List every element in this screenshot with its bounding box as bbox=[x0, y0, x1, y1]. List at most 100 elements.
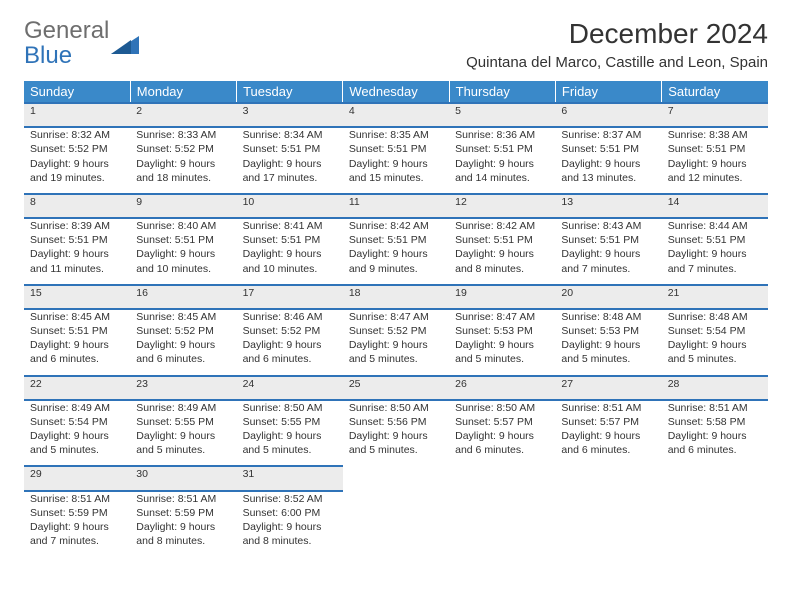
day-cell: Sunrise: 8:50 AMSunset: 5:55 PMDaylight:… bbox=[237, 400, 343, 467]
sunset-line: Sunset: 5:57 PM bbox=[455, 415, 549, 429]
daylight-line: Daylight: 9 hours and 19 minutes. bbox=[30, 157, 124, 185]
sunset-line: Sunset: 5:51 PM bbox=[243, 233, 337, 247]
day-number: 30 bbox=[130, 466, 236, 490]
day-number: 31 bbox=[237, 466, 343, 490]
day-number: 15 bbox=[24, 285, 130, 309]
day-number: 5 bbox=[449, 103, 555, 127]
sunset-line: Sunset: 5:51 PM bbox=[668, 142, 762, 156]
day-number: 20 bbox=[555, 285, 661, 309]
daylight-line: Daylight: 9 hours and 6 minutes. bbox=[243, 338, 337, 366]
daylight-line: Daylight: 9 hours and 5 minutes. bbox=[455, 338, 549, 366]
daylight-line: Daylight: 9 hours and 6 minutes. bbox=[668, 429, 762, 457]
daylight-line: Daylight: 9 hours and 15 minutes. bbox=[349, 157, 443, 185]
sunrise-line: Sunrise: 8:51 AM bbox=[30, 492, 124, 506]
sunset-line: Sunset: 5:59 PM bbox=[136, 506, 230, 520]
day-data-row: Sunrise: 8:45 AMSunset: 5:51 PMDaylight:… bbox=[24, 309, 768, 376]
daylight-line: Daylight: 9 hours and 7 minutes. bbox=[561, 247, 655, 275]
sunset-line: Sunset: 5:52 PM bbox=[136, 324, 230, 338]
daylight-line: Daylight: 9 hours and 6 minutes. bbox=[30, 338, 124, 366]
daylight-line: Daylight: 9 hours and 5 minutes. bbox=[349, 429, 443, 457]
day-number: 25 bbox=[343, 376, 449, 400]
day-cell: Sunrise: 8:49 AMSunset: 5:55 PMDaylight:… bbox=[130, 400, 236, 467]
daylight-line: Daylight: 9 hours and 14 minutes. bbox=[455, 157, 549, 185]
daylight-line: Daylight: 9 hours and 5 minutes. bbox=[561, 338, 655, 366]
day-data-row: Sunrise: 8:51 AMSunset: 5:59 PMDaylight:… bbox=[24, 491, 768, 557]
daylight-line: Daylight: 9 hours and 6 minutes. bbox=[455, 429, 549, 457]
sunrise-line: Sunrise: 8:50 AM bbox=[243, 401, 337, 415]
weekday-header: Thursday bbox=[449, 81, 555, 103]
daylight-line: Daylight: 9 hours and 5 minutes. bbox=[136, 429, 230, 457]
weekday-header: Sunday bbox=[24, 81, 130, 103]
sunrise-line: Sunrise: 8:52 AM bbox=[243, 492, 337, 506]
sunset-line: Sunset: 6:00 PM bbox=[243, 506, 337, 520]
day-number: 2 bbox=[130, 103, 236, 127]
page-subtitle: Quintana del Marco, Castille and Leon, S… bbox=[466, 54, 768, 71]
sunrise-line: Sunrise: 8:48 AM bbox=[668, 310, 762, 324]
day-number: 10 bbox=[237, 194, 343, 218]
day-cell: Sunrise: 8:43 AMSunset: 5:51 PMDaylight:… bbox=[555, 218, 661, 285]
sunset-line: Sunset: 5:57 PM bbox=[561, 415, 655, 429]
day-cell: Sunrise: 8:47 AMSunset: 5:52 PMDaylight:… bbox=[343, 309, 449, 376]
sunrise-line: Sunrise: 8:51 AM bbox=[668, 401, 762, 415]
day-cell: Sunrise: 8:37 AMSunset: 5:51 PMDaylight:… bbox=[555, 127, 661, 194]
day-cell: Sunrise: 8:32 AMSunset: 5:52 PMDaylight:… bbox=[24, 127, 130, 194]
sunrise-line: Sunrise: 8:33 AM bbox=[136, 128, 230, 142]
day-data-row: Sunrise: 8:32 AMSunset: 5:52 PMDaylight:… bbox=[24, 127, 768, 194]
empty-cell bbox=[449, 466, 555, 490]
sunset-line: Sunset: 5:51 PM bbox=[561, 142, 655, 156]
daylight-line: Daylight: 9 hours and 8 minutes. bbox=[136, 520, 230, 548]
day-number: 18 bbox=[343, 285, 449, 309]
sunset-line: Sunset: 5:51 PM bbox=[243, 142, 337, 156]
empty-cell bbox=[662, 491, 768, 557]
sunrise-line: Sunrise: 8:51 AM bbox=[136, 492, 230, 506]
day-number-row: 891011121314 bbox=[24, 194, 768, 218]
daylight-line: Daylight: 9 hours and 11 minutes. bbox=[30, 247, 124, 275]
weekday-header: Friday bbox=[555, 81, 661, 103]
day-number: 7 bbox=[662, 103, 768, 127]
sunset-line: Sunset: 5:52 PM bbox=[243, 324, 337, 338]
sunrise-line: Sunrise: 8:46 AM bbox=[243, 310, 337, 324]
sunset-line: Sunset: 5:55 PM bbox=[243, 415, 337, 429]
weekday-header: Monday bbox=[130, 81, 236, 103]
daylight-line: Daylight: 9 hours and 13 minutes. bbox=[561, 157, 655, 185]
sunrise-line: Sunrise: 8:47 AM bbox=[349, 310, 443, 324]
sunset-line: Sunset: 5:51 PM bbox=[455, 233, 549, 247]
sunrise-line: Sunrise: 8:38 AM bbox=[668, 128, 762, 142]
day-number: 9 bbox=[130, 194, 236, 218]
day-number: 11 bbox=[343, 194, 449, 218]
day-cell: Sunrise: 8:38 AMSunset: 5:51 PMDaylight:… bbox=[662, 127, 768, 194]
day-number-row: 15161718192021 bbox=[24, 285, 768, 309]
day-number-row: 293031 bbox=[24, 466, 768, 490]
daylight-line: Daylight: 9 hours and 7 minutes. bbox=[30, 520, 124, 548]
sunset-line: Sunset: 5:51 PM bbox=[668, 233, 762, 247]
empty-cell bbox=[449, 491, 555, 557]
sunrise-line: Sunrise: 8:45 AM bbox=[136, 310, 230, 324]
day-cell: Sunrise: 8:42 AMSunset: 5:51 PMDaylight:… bbox=[343, 218, 449, 285]
logo-text-2: Blue bbox=[24, 42, 72, 69]
sunrise-line: Sunrise: 8:51 AM bbox=[561, 401, 655, 415]
daylight-line: Daylight: 9 hours and 10 minutes. bbox=[243, 247, 337, 275]
daylight-line: Daylight: 9 hours and 7 minutes. bbox=[668, 247, 762, 275]
weekday-header: Tuesday bbox=[237, 81, 343, 103]
day-number-row: 1234567 bbox=[24, 103, 768, 127]
weekday-header-row: SundayMondayTuesdayWednesdayThursdayFrid… bbox=[24, 81, 768, 103]
day-number-row: 22232425262728 bbox=[24, 376, 768, 400]
day-number: 12 bbox=[449, 194, 555, 218]
day-cell: Sunrise: 8:51 AMSunset: 5:57 PMDaylight:… bbox=[555, 400, 661, 467]
day-number: 13 bbox=[555, 194, 661, 218]
sunset-line: Sunset: 5:51 PM bbox=[561, 233, 655, 247]
sunset-line: Sunset: 5:52 PM bbox=[349, 324, 443, 338]
logo: General Blue bbox=[24, 18, 139, 68]
sunset-line: Sunset: 5:53 PM bbox=[455, 324, 549, 338]
day-cell: Sunrise: 8:46 AMSunset: 5:52 PMDaylight:… bbox=[237, 309, 343, 376]
title-block: December 2024 Quintana del Marco, Castil… bbox=[466, 18, 768, 71]
sunset-line: Sunset: 5:59 PM bbox=[30, 506, 124, 520]
daylight-line: Daylight: 9 hours and 10 minutes. bbox=[136, 247, 230, 275]
day-number: 6 bbox=[555, 103, 661, 127]
sunset-line: Sunset: 5:52 PM bbox=[30, 142, 124, 156]
logo-text-1: General bbox=[24, 17, 109, 44]
sunset-line: Sunset: 5:56 PM bbox=[349, 415, 443, 429]
empty-cell bbox=[555, 466, 661, 490]
sunrise-line: Sunrise: 8:48 AM bbox=[561, 310, 655, 324]
day-cell: Sunrise: 8:52 AMSunset: 6:00 PMDaylight:… bbox=[237, 491, 343, 557]
